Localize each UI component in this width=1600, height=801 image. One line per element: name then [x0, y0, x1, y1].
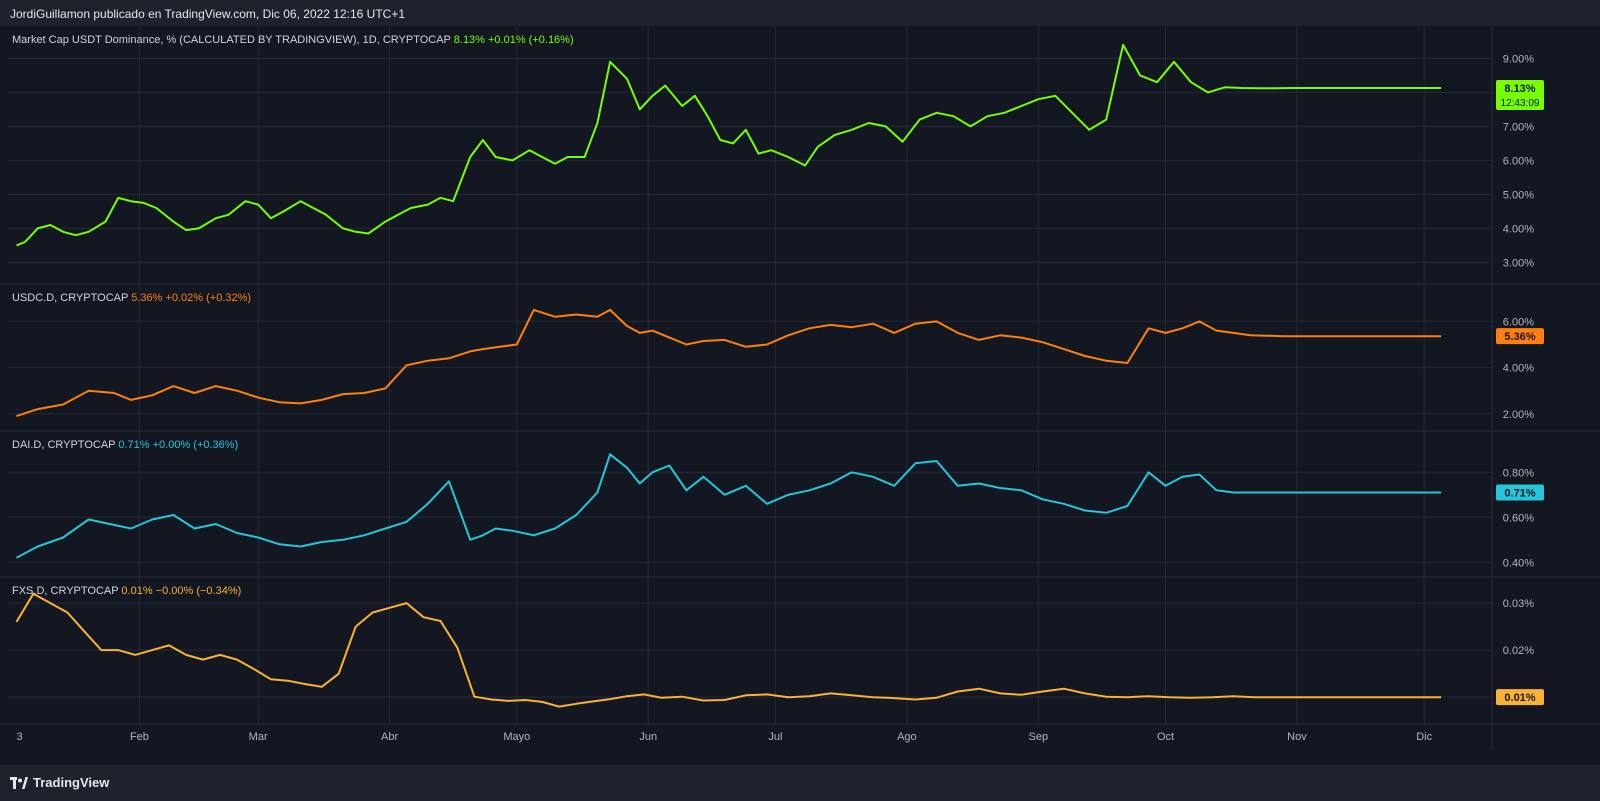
usdc-dominance-legend[interactable]: USDC.D, CRYPTOCAP 5.36% +0.02% (+0.32%): [12, 292, 251, 304]
bottom-bar: TradingView: [0, 765, 1600, 801]
x-axis-label: Ago: [897, 731, 917, 743]
fxs-dominance-ytick-label: 0.03%: [1503, 598, 1534, 610]
usdt-dominance-bar-countdown: 12:43:09: [1501, 98, 1540, 109]
legend-series-name: Market Cap USDT Dominance, % (CALCULATED…: [12, 34, 454, 46]
x-axis-label: Oct: [1157, 731, 1174, 743]
x-axis-label: Sep: [1029, 731, 1049, 743]
usdt-dominance-ytick-label: 4.00%: [1503, 223, 1534, 235]
usdt-dominance-last-value-badge: [1496, 79, 1544, 110]
x-axis-label: Feb: [130, 731, 149, 743]
legend-series-name: USDC.D, CRYPTOCAP: [12, 292, 131, 304]
fxs-dominance-ytick-label: 0.02%: [1503, 645, 1534, 657]
dai-dominance-last-value-badge: [1496, 484, 1544, 501]
legend-series-name: FXS.D, CRYPTOCAP: [12, 585, 121, 597]
usdc-dominance-ytick-label: 2.00%: [1503, 409, 1534, 421]
x-axis-label: Jul: [768, 731, 782, 743]
usdt-dominance-series-line[interactable]: [16, 43, 1442, 247]
legend-value: 0.71% +0.00% (+0.36%): [118, 439, 238, 451]
usdt-dominance-last-value-label: 8.13%: [1504, 83, 1535, 95]
dai-dominance-ytick-label: 0.40%: [1503, 557, 1534, 569]
x-axis-label: Abr: [381, 731, 398, 743]
x-axis-label: Jun: [639, 731, 657, 743]
publisher-credit: JordiGuillamon publicado en TradingView.…: [10, 7, 406, 21]
usdt-dominance-ytick-label: 5.00%: [1503, 189, 1534, 201]
x-axis-label: Mar: [249, 731, 268, 743]
usdt-dominance-ytick-label: 6.00%: [1503, 155, 1534, 167]
dai-dominance-series-line[interactable]: [16, 453, 1442, 559]
usdc-dominance-ytick-label: 6.00%: [1503, 316, 1534, 328]
brand-name: TradingView: [33, 775, 110, 790]
usdt-dominance-ytick-label: 7.00%: [1503, 121, 1534, 133]
fxs-dominance-series-line[interactable]: [15, 592, 1442, 708]
usdt-dominance-legend[interactable]: Market Cap USDT Dominance, % (CALCULATED…: [12, 34, 574, 46]
x-axis-label: Dic: [1416, 731, 1432, 743]
usdc-dominance-last-value-badge: [1496, 328, 1544, 345]
top-bar: JordiGuillamon publicado en TradingView.…: [0, 0, 1600, 26]
usdc-dominance-ytick-label: 4.00%: [1503, 363, 1534, 375]
usdc-dominance-series-line[interactable]: [16, 308, 1442, 418]
dai-dominance-legend[interactable]: DAI.D, CRYPTOCAP 0.71% +0.00% (+0.36%): [12, 439, 238, 451]
chart-area[interactable]: 3.00%4.00%5.00%6.00%7.00%8.00%9.00%Marke…: [0, 26, 1600, 765]
usdt-dominance-ytick-label: 3.00%: [1503, 257, 1534, 269]
x-axis-label: 3: [16, 731, 22, 743]
legend-value: 5.36% +0.02% (+0.32%): [131, 292, 251, 304]
x-axis-label: Mayo: [503, 731, 530, 743]
dai-dominance-ytick-label: 0.80%: [1503, 467, 1534, 479]
legend-value: 0.01% −0.00% (−0.34%): [121, 585, 241, 597]
fxs-dominance-legend[interactable]: FXS.D, CRYPTOCAP 0.01% −0.00% (−0.34%): [12, 585, 241, 597]
usdt-dominance-ytick-label: 9.00%: [1503, 53, 1534, 65]
fxs-dominance-last-value-label: 0.01%: [1504, 692, 1535, 704]
fxs-dominance-last-value-badge: [1496, 689, 1544, 706]
legend-value: 8.13% +0.01% (+0.16%): [454, 34, 574, 46]
tradingview-logo-icon: [10, 776, 28, 789]
x-axis-label: Nov: [1287, 731, 1307, 743]
multi-pane-chart[interactable]: 3.00%4.00%5.00%6.00%7.00%8.00%9.00%Marke…: [0, 26, 1600, 765]
legend-series-name: DAI.D, CRYPTOCAP: [12, 439, 118, 451]
tradingview-brand[interactable]: TradingView: [10, 775, 109, 790]
usdc-dominance-last-value-label: 5.36%: [1504, 331, 1535, 343]
dai-dominance-ytick-label: 0.60%: [1503, 512, 1534, 524]
dai-dominance-last-value-label: 0.71%: [1504, 488, 1535, 500]
